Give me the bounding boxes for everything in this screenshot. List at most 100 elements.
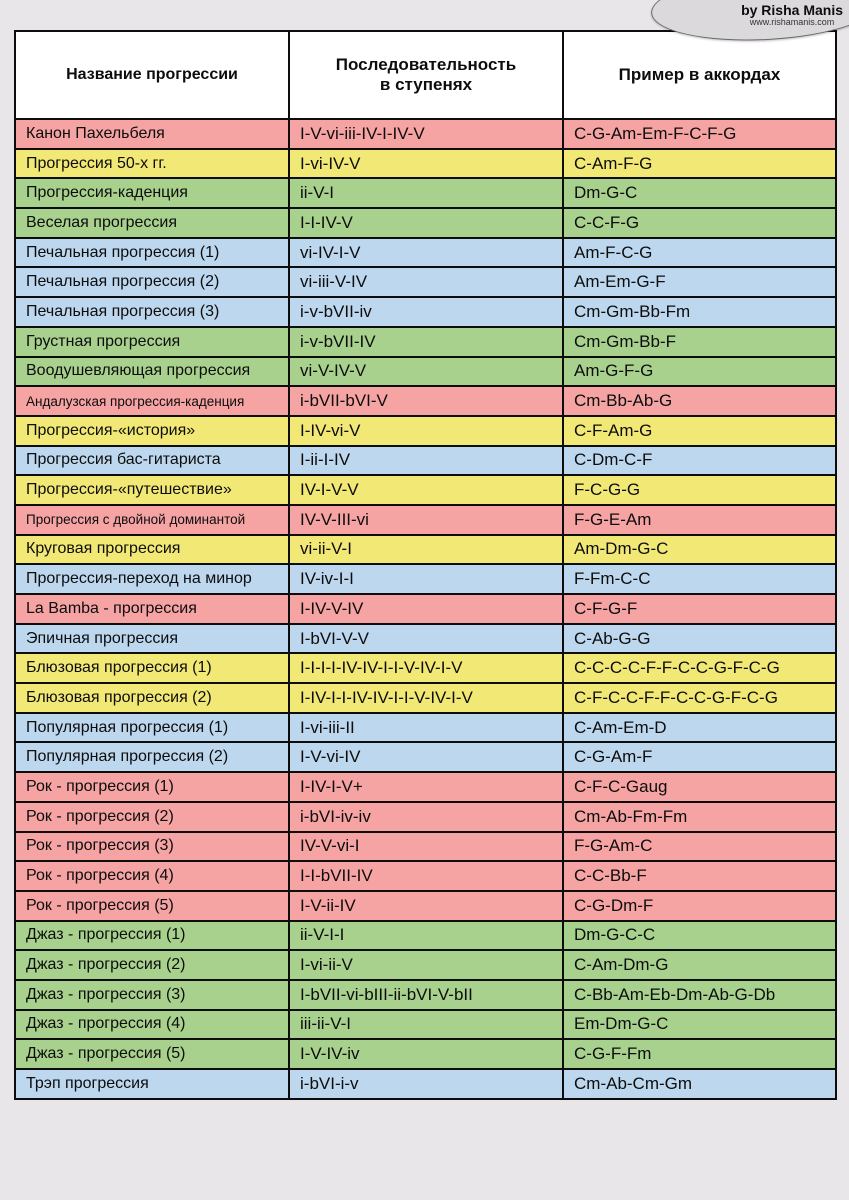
credit: by Risha Manis www.rishamanis.com [741, 2, 843, 28]
cell-progression-name: Популярная прогрессия (2) [14, 741, 290, 774]
header-progression-name: Название прогрессии [14, 30, 290, 120]
cell-progression-name: Джаз - прогрессия (5) [14, 1038, 290, 1070]
cell-degree-sequence: I-V-IV-iv [288, 1038, 564, 1070]
cell-degree-sequence: IV-I-V-V [288, 474, 564, 506]
table-row: Прогрессия-«история» I-IV-vi-V C-F-Am-G [14, 414, 837, 447]
cell-chord-example: F-C-G-G [562, 474, 837, 506]
cell-chord-example: C-F-G-F [562, 593, 837, 625]
cell-chord-example: C-Am-Em-D [562, 711, 837, 744]
table-row: Андалузская прогрессия-каденция i-bVII-bV… [14, 385, 837, 417]
cell-degree-sequence: IV-V-III-vi [288, 503, 564, 536]
cell-chord-example: Em-Dm-G-C [562, 1008, 837, 1041]
table-row: Прогрессия бас-гитариста I-ii-I-IV C-Dm-C-… [14, 444, 837, 477]
table-row: Прогрессия-каденция ii-V-I Dm-G-C [14, 177, 837, 210]
cell-chord-example: Am-G-F-G [562, 355, 837, 388]
cell-progression-name: Блюзовая прогрессия (1) [14, 652, 290, 685]
cell-chord-example: C-Dm-C-F [562, 444, 837, 477]
cell-degree-sequence: IV-V-vi-I [288, 830, 564, 863]
cell-degree-sequence: i-v-bVII-iv [288, 296, 564, 328]
cell-progression-name: Грустная прогрессия [14, 325, 290, 358]
table-row: Печальная прогрессия (2) vi-iii-V-IV Am-Em… [14, 266, 837, 299]
cell-degree-sequence: ii-V-I-I [288, 919, 564, 952]
table-row: Круговая прогрессия vi-ii-V-I Am-Dm-G-C [14, 533, 837, 566]
table-row: Рок - прогрессия (1) I-IV-I-V+ C-F-C-Gaug [14, 771, 837, 803]
cell-degree-sequence: I-IV-I-V+ [288, 771, 564, 803]
table-row: La Bamba - прогрессия I-IV-V-IV C-F-G-F [14, 593, 837, 625]
cell-chord-example: Cm-Ab-Cm-Gm [562, 1068, 837, 1100]
cell-progression-name: Рок - прогрессия (3) [14, 830, 290, 863]
cell-chord-example: C-C-C-C-F-F-C-C-G-F-C-G [562, 652, 837, 685]
cell-degree-sequence: I-vi-IV-V [288, 147, 564, 180]
cell-degree-sequence: I-bVII-vi-bIII-ii-bVI-V-bII [288, 978, 564, 1011]
cell-chord-example: F-Fm-C-C [562, 563, 837, 595]
table-row: Веселая прогрессия I-I-IV-V C-C-F-G [14, 207, 837, 239]
cell-chord-example: C-C-F-G [562, 207, 837, 239]
progressions-table-wrap: Название прогрессии Последовательность в… [14, 30, 837, 1100]
cell-degree-sequence: i-bVI-i-v [288, 1068, 564, 1100]
cell-progression-name: Джаз - прогрессия (1) [14, 919, 290, 952]
cell-degree-sequence: i-v-bVII-IV [288, 325, 564, 358]
table-row: Канон Пахельбеля I-V-vi-iii-IV-I-IV-V C-G-… [14, 118, 837, 150]
cell-degree-sequence: iii-ii-V-I [288, 1008, 564, 1041]
cell-progression-name: Рок - прогрессия (2) [14, 800, 290, 833]
cell-degree-sequence: I-bVI-V-V [288, 622, 564, 655]
cell-progression-name: Джаз - прогрессия (4) [14, 1008, 290, 1041]
cell-chord-example: F-G-E-Am [562, 503, 837, 536]
cell-chord-example: Cm-Gm-Bb-F [562, 325, 837, 358]
cell-chord-example: Dm-G-C [562, 177, 837, 210]
cell-chord-example: C-Am-Dm-G [562, 949, 837, 981]
table-row: Джаз - прогрессия (4) iii-ii-V-I Em-Dm-G-C [14, 1008, 837, 1041]
table-row: Джаз - прогрессия (3) I-bVII-vi-bIII-ii-b… [14, 978, 837, 1011]
cell-chord-example: C-F-C-Gaug [562, 771, 837, 803]
cell-progression-name: Блюзовая прогрессия (2) [14, 682, 290, 714]
cell-degree-sequence: I-IV-vi-V [288, 414, 564, 447]
cell-progression-name: La Bamba - прогрессия [14, 593, 290, 625]
table-row: Джаз - прогрессия (5) I-V-IV-iv C-G-F-Fm [14, 1038, 837, 1070]
table-row: Рок - прогрессия (3) IV-V-vi-I F-G-Am-C [14, 830, 837, 863]
cell-progression-name: Рок - прогрессия (1) [14, 771, 290, 803]
cell-degree-sequence: I-ii-I-IV [288, 444, 564, 477]
table-body: Канон Пахельбеля I-V-vi-iii-IV-I-IV-V C-G-… [14, 118, 837, 1100]
cell-chord-example: Am-F-C-G [562, 236, 837, 269]
table-row: Рок - прогрессия (2) i-bVI-iv-iv Cm-Ab-Fm-… [14, 800, 837, 833]
cell-progression-name: Трэп прогрессия [14, 1068, 290, 1100]
cell-progression-name: Рок - прогрессия (5) [14, 889, 290, 922]
cell-progression-name: Джаз - прогрессия (2) [14, 949, 290, 981]
cell-degree-sequence: I-vi-iii-II [288, 711, 564, 744]
cell-progression-name: Печальная прогрессия (1) [14, 236, 290, 269]
cell-chord-example: C-G-Am-F [562, 741, 837, 774]
cell-progression-name: Прогрессия бас-гитариста [14, 444, 290, 477]
cell-chord-example: C-Bb-Am-Eb-Dm-Ab-G-Db [562, 978, 837, 1011]
progressions-table: Название прогрессии Последовательность в… [14, 30, 837, 1100]
table-row: Блюзовая прогрессия (2) I-IV-I-I-IV-IV-I-… [14, 682, 837, 714]
cell-degree-sequence: I-I-bVII-IV [288, 860, 564, 892]
table-row: Воодушевляющая прогрессия vi-V-IV-V Am-G-F… [14, 355, 837, 388]
cell-chord-example: Cm-Bb-Ab-G [562, 385, 837, 417]
cell-progression-name: Прогрессия-«путешествие» [14, 474, 290, 506]
cell-progression-name: Прогрессия-переход на минор [14, 563, 290, 595]
cell-degree-sequence: vi-V-IV-V [288, 355, 564, 388]
header-degree-sequence: Последовательность в ступенях [288, 30, 564, 120]
cell-chord-example: C-C-Bb-F [562, 860, 837, 892]
cell-progression-name: Воодушевляющая прогрессия [14, 355, 290, 388]
table-row: Популярная прогрессия (1) I-vi-iii-II C-Am… [14, 711, 837, 744]
table-row: Печальная прогрессия (1) vi-IV-I-V Am-F-C-… [14, 236, 837, 269]
table-row: Прогрессия с двойной доминантой IV-V-III-… [14, 503, 837, 536]
table-row: Блюзовая прогрессия (1) I-I-I-I-IV-IV-I-I… [14, 652, 837, 685]
cell-progression-name: Эпичная прогрессия [14, 622, 290, 655]
cell-progression-name: Веселая прогрессия [14, 207, 290, 239]
table-row: Трэп прогрессия i-bVI-i-v Cm-Ab-Cm-Gm [14, 1068, 837, 1100]
cell-progression-name: Прогрессия с двойной доминантой [14, 503, 290, 536]
cell-degree-sequence: i-bVI-iv-iv [288, 800, 564, 833]
cell-degree-sequence: i-bVII-bVI-V [288, 385, 564, 417]
cell-progression-name: Андалузская прогрессия-каденция [14, 385, 290, 417]
cell-degree-sequence: I-V-vi-iii-IV-I-IV-V [288, 118, 564, 150]
table-row: Грустная прогрессия i-v-bVII-IV Cm-Gm-Bb-F [14, 325, 837, 358]
cell-chord-example: C-Am-F-G [562, 147, 837, 180]
cell-chord-example: Cm-Gm-Bb-Fm [562, 296, 837, 328]
credit-url: www.rishamanis.com [749, 17, 835, 28]
cell-chord-example: C-F-Am-G [562, 414, 837, 447]
cell-progression-name: Круговая прогрессия [14, 533, 290, 566]
cell-degree-sequence: I-I-I-I-IV-IV-I-I-V-IV-I-V [288, 652, 564, 685]
header-chord-example: Пример в аккордах [562, 30, 837, 120]
